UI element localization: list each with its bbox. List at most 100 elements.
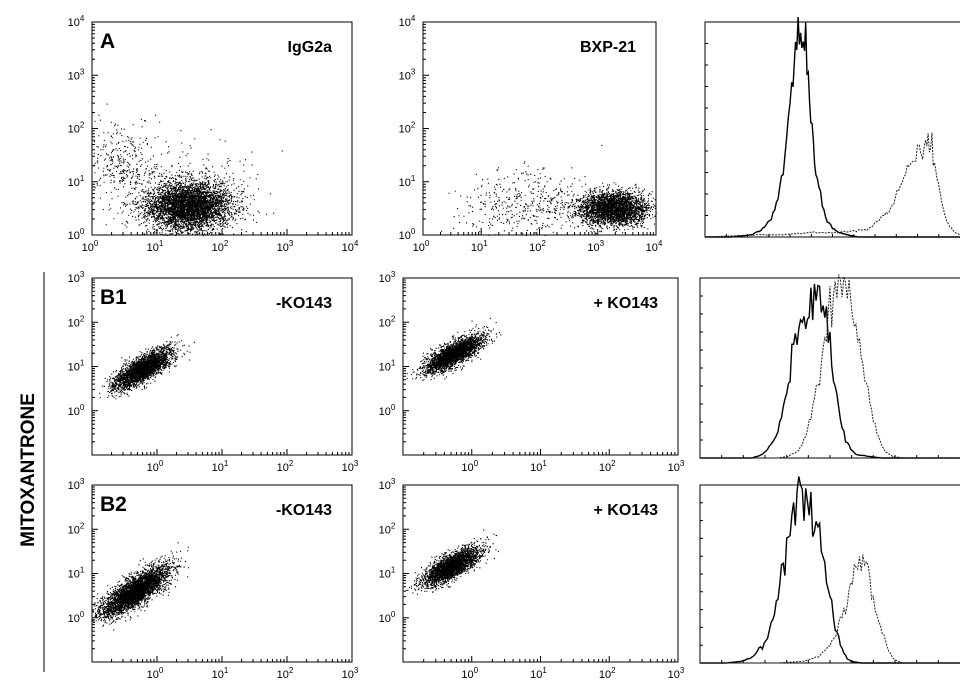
x-tick-base: 10 (587, 242, 599, 254)
histogram-frame (699, 277, 960, 459)
y-tick-exponent: 0 (80, 227, 85, 236)
x-tick-base: 10 (529, 242, 541, 254)
point-cluster-2 (441, 144, 643, 236)
x-tick-base: 10 (147, 242, 159, 254)
y-tick-label: 102 (399, 121, 416, 136)
y-tick-exponent: 0 (411, 227, 416, 236)
y-tick-label: 101 (68, 566, 85, 581)
y-tick-exponent: 4 (411, 14, 416, 23)
minor-ticks (92, 279, 350, 455)
panel-condition-label: + KO143 (594, 295, 659, 312)
x-tick-label: 103 (342, 666, 359, 681)
histogram-series-2 (700, 274, 960, 459)
panel-letter: A (100, 30, 115, 53)
x-tick-base: 10 (413, 242, 425, 254)
x-tick-exponent: 3 (354, 459, 359, 468)
x-tick-exponent: 4 (658, 239, 663, 248)
x-tick-base: 10 (461, 462, 473, 474)
y-tick-label: 104 (399, 14, 416, 29)
y-tick-base: 10 (68, 17, 80, 29)
y-tick-base: 10 (399, 177, 411, 189)
scatter-points (99, 334, 195, 400)
y-tick-label: 100 (68, 610, 85, 625)
y-tick-label: 100 (379, 403, 396, 418)
x-tick-exponent: 0 (474, 459, 479, 468)
y-tick-base: 10 (68, 70, 80, 82)
point-cluster-1 (99, 334, 195, 400)
y-tick-exponent: 1 (391, 359, 396, 368)
minor-ticks (423, 23, 654, 235)
y-tick-exponent: 0 (80, 610, 85, 619)
x-tick-label: 100 (461, 459, 478, 474)
x-tick-label: 102 (277, 459, 294, 474)
y-tick-base: 10 (379, 613, 391, 625)
minor-ticks (403, 486, 676, 662)
y-tick-exponent: 1 (391, 566, 396, 575)
x-tick-label: 102 (599, 666, 616, 681)
x-tick-base: 10 (342, 462, 354, 474)
y-tick-label: 101 (379, 359, 396, 374)
y-tick-label: 100 (68, 403, 85, 418)
x-tick-base: 10 (212, 462, 224, 474)
y-tick-base: 10 (68, 613, 80, 625)
x-tick-label: 102 (277, 666, 294, 681)
x-tick-base: 10 (147, 669, 159, 681)
y-tick-label: 103 (68, 67, 85, 82)
point-cluster-1 (113, 171, 260, 236)
y-tick-base: 10 (68, 317, 80, 329)
x-tick-label: 100 (461, 666, 478, 681)
panel-letter: B2 (100, 493, 127, 516)
x-tick-exponent: 0 (159, 666, 164, 675)
y-tick-exponent: 3 (391, 270, 396, 279)
x-tick-exponent: 2 (289, 666, 294, 675)
x-tick-exponent: 0 (474, 666, 479, 675)
y-tick-label: 102 (68, 521, 85, 536)
x-tick-base: 10 (342, 669, 354, 681)
panel-condition-label: + KO143 (594, 502, 659, 519)
histogram-series-1 (700, 283, 960, 459)
x-tick-base: 10 (277, 669, 289, 681)
point-cluster-1 (92, 542, 190, 631)
x-tick-base: 10 (277, 462, 289, 474)
y-tick-exponent: 1 (411, 174, 416, 183)
y-tick-label: 103 (68, 270, 85, 285)
x-tick-base: 10 (471, 242, 483, 254)
x-tick-label: 100 (147, 459, 164, 474)
x-tick-exponent: 0 (425, 239, 430, 248)
y-tick-exponent: 0 (80, 403, 85, 412)
y-tick-base: 10 (379, 406, 391, 418)
x-tick-base: 10 (147, 462, 159, 474)
histogram-frame (704, 21, 960, 238)
x-tick-exponent: 2 (289, 459, 294, 468)
panel-condition-label: IgG2a (288, 39, 333, 56)
x-tick-label: 100 (82, 239, 99, 254)
x-tick-label: 101 (471, 239, 488, 254)
y-tick-base: 10 (399, 230, 411, 242)
y-tick-exponent: 0 (391, 610, 396, 619)
y-tick-label: 102 (68, 314, 85, 329)
scatter-points (92, 103, 283, 237)
y-tick-base: 10 (379, 524, 391, 536)
y-tick-exponent: 1 (80, 174, 85, 183)
y-tick-base: 10 (379, 362, 391, 374)
histogram-frame (699, 484, 960, 664)
y-tick-label: 100 (399, 227, 416, 242)
x-tick-base: 10 (530, 462, 542, 474)
x-tick-exponent: 3 (600, 239, 605, 248)
y-tick-label: 101 (68, 359, 85, 374)
panel-9 (699, 476, 960, 664)
y-tick-exponent: 3 (80, 477, 85, 486)
y-tick-exponent: 3 (80, 67, 85, 76)
panel-letter: B1 (100, 286, 127, 309)
histogram-series-2 (704, 132, 960, 238)
x-tick-base: 10 (342, 242, 354, 254)
x-tick-label: 104 (342, 239, 359, 254)
x-tick-base: 10 (277, 242, 289, 254)
